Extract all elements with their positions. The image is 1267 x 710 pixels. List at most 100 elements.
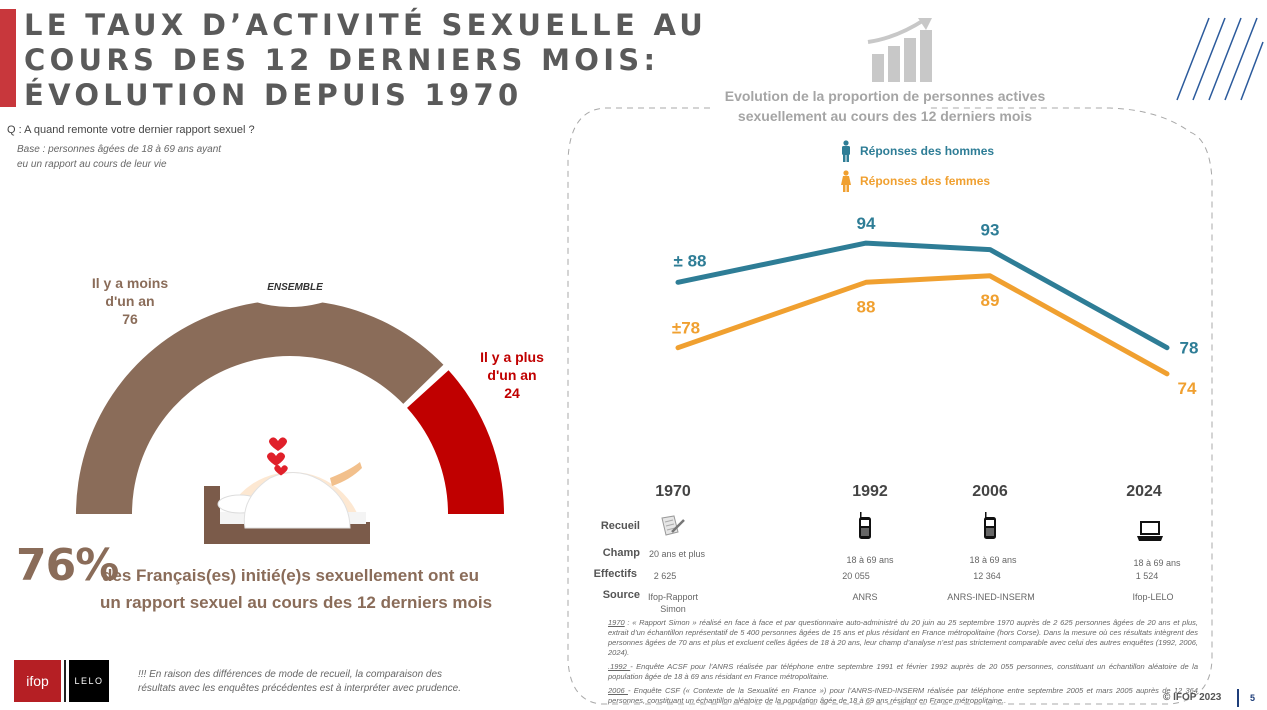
footnote-key: 2006 xyxy=(608,686,628,695)
data-label-women-1992: 88 xyxy=(857,297,876,316)
survey-base-line: Base : personnes âgées de 18 à 69 ans ay… xyxy=(17,144,222,155)
diagonal-lines-decoration xyxy=(1176,17,1264,101)
page-number-divider xyxy=(1237,689,1239,707)
source-line: ANRS-INED-INSERM xyxy=(947,592,1035,602)
row-label-recueil: Recueil xyxy=(600,520,640,532)
mobile-phone-icon xyxy=(984,512,996,539)
year-1970: 1970 xyxy=(655,483,691,500)
effectifs-1970: 2 625 xyxy=(653,571,677,581)
survey-base: Base : personnes âgées de 18 à 69 ans ay… xyxy=(17,142,221,172)
page-title-line: ÉVOLUTION DEPUIS 1970 xyxy=(24,78,523,112)
legend-women: Réponses des femmes xyxy=(840,170,990,192)
page-title: LE TAUX D’ACTIVITÉ SEXUELLE AU COURS DES… xyxy=(24,8,707,113)
title-accent-bar xyxy=(0,9,16,107)
source-line: Ifop-LELO xyxy=(1132,592,1174,602)
gauge-segment-less-than-a-year xyxy=(76,300,444,514)
source-2024: Ifop-LELO xyxy=(1098,591,1208,603)
source-1992: ANRS xyxy=(810,591,920,603)
ifop-logo: ifop xyxy=(14,660,61,702)
footnote-2006: 2006 - Enquête CSF (« Contexte de la Sex… xyxy=(608,686,1198,706)
gauge-label-more-than-a-year: Il y a plus d'un an 24 xyxy=(462,348,562,402)
warning-line: !!! En raison des différences de mode de… xyxy=(138,669,443,680)
data-label-men-1992: 94 xyxy=(857,214,876,233)
data-label-women-1970: ±78 xyxy=(672,319,700,338)
champ-2024: 18 à 69 ans xyxy=(1133,558,1181,568)
effectifs-2024: 1 524 xyxy=(1135,571,1159,581)
copyright: © IFOP 2023 xyxy=(1163,692,1222,703)
source-line: ANRS xyxy=(852,592,878,602)
logo-divider xyxy=(64,660,66,702)
heart-icon xyxy=(269,437,287,451)
footnote-text: - Enquête ACSF pour l’ANRS réalisée par … xyxy=(608,662,1198,681)
blanket xyxy=(243,472,351,529)
footnote-key: 1970 xyxy=(608,618,625,627)
page-number: 5 xyxy=(1250,693,1256,703)
headline-percentage: 76% xyxy=(16,540,119,591)
line-chart: ± 88 94 93 78 ±78 88 89 74 xyxy=(672,214,1199,398)
legend-men: Réponses des hommes xyxy=(840,140,994,162)
survey-question: Q : A quand remonte votre dernier rappor… xyxy=(7,124,255,136)
page-title-line: LE TAUX D’ACTIVITÉ SEXUELLE AU xyxy=(24,8,708,42)
lelo-logo: LELO xyxy=(69,660,109,702)
heart-icon xyxy=(267,452,285,466)
headline-line: un rapport sexuel au cours des 12 dernie… xyxy=(100,593,493,612)
half-donut-chart xyxy=(76,280,504,514)
chart-panel-border xyxy=(567,107,1213,705)
line-chart-title: Evolution de la proportion de personnes … xyxy=(700,86,1070,126)
chart-title-line: sexuellement au cours des 12 derniers mo… xyxy=(737,108,1033,124)
methodology-footnotes: 1970 : « Rapport Simon » réalisé en face… xyxy=(608,618,1198,710)
gauge-segment-more-than-a-year xyxy=(407,370,504,514)
survey-base-line: eu un rapport au cours de leur vie xyxy=(17,159,167,170)
gauge-value-more: 24 xyxy=(504,385,520,401)
data-label-men-1970: ± 88 xyxy=(674,251,707,270)
woman-icon xyxy=(841,170,851,192)
chart-title-line: Evolution de la proportion de personnes … xyxy=(724,88,1046,104)
row-label-source: Source xyxy=(602,589,640,601)
gauge-label-line: d'un an xyxy=(105,293,155,309)
gauge-label-less-than-a-year: Il y a moins d'un an 76 xyxy=(70,274,190,328)
footnote-text: - Enquête CSF (« Contexte de la Sexualit… xyxy=(608,686,1198,705)
source-1970: Ifop-Rapport Simon xyxy=(618,591,728,615)
man-icon xyxy=(842,140,850,162)
data-label-men-2006: 93 xyxy=(981,221,1000,240)
page-title-line: COURS DES 12 DERNIERS MOIS: xyxy=(24,43,660,77)
footnote-1970: 1970 : « Rapport Simon » réalisé en face… xyxy=(608,618,1198,658)
source-2006: ANRS-INED-INSERM xyxy=(936,591,1046,603)
data-label-women-2006: 89 xyxy=(981,291,1000,310)
growth-chart-icon xyxy=(867,18,932,82)
gauge-label-line: d'un an xyxy=(487,367,537,383)
year-1992: 1992 xyxy=(852,483,888,500)
couple-in-bed-illustration xyxy=(204,437,370,544)
leg xyxy=(330,462,362,486)
data-label-men-2024: 78 xyxy=(1180,339,1199,358)
headline-text: des Français(es) initié(e)s sexuellement… xyxy=(100,562,493,616)
line-series-women xyxy=(675,273,1170,377)
warning-line: résultats avec les enquêtes précédentes … xyxy=(138,683,461,694)
row-label-champ: Champ xyxy=(602,547,640,559)
champ-1970: 20 ans et plus xyxy=(648,549,706,559)
legend-women-label: Réponses des femmes xyxy=(860,174,991,188)
effectifs-2006: 12 364 xyxy=(973,571,1001,581)
footnote-1992: .1992 - Enquête ACSF pour l’ANRS réalisé… xyxy=(608,662,1198,682)
source-line: Ifop-Rapport xyxy=(647,592,699,602)
year-2024: 2024 xyxy=(1126,483,1162,500)
data-label-women-2024: 74 xyxy=(1178,379,1197,398)
footnote-text: : « Rapport Simon » réalisé en face à fa… xyxy=(608,618,1198,657)
paper-questionnaire-icon xyxy=(661,515,685,536)
year-2006: 2006 xyxy=(972,483,1008,500)
gauge-label-notch xyxy=(244,280,336,307)
footnote-key: .1992 xyxy=(608,662,631,671)
gauge-label-line: Il y a plus xyxy=(480,349,544,365)
gauge-label-line: Il y a moins xyxy=(91,275,169,291)
effectifs-1992: 20 055 xyxy=(842,571,870,581)
champ-2006: 18 à 69 ans xyxy=(969,555,1017,565)
gauge-value-less: 76 xyxy=(122,311,138,327)
laptop-icon xyxy=(1137,521,1163,541)
source-line: Simon xyxy=(660,604,686,614)
legend-men-label: Réponses des hommes xyxy=(860,144,995,158)
comparison-warning: !!! En raison des différences de mode de… xyxy=(138,668,461,696)
headline-line: des Français(es) initié(e)s sexuellement… xyxy=(102,566,479,585)
row-label-effectifs: Effectifs xyxy=(593,568,637,580)
champ-1992: 18 à 69 ans xyxy=(846,555,894,565)
line-series-men xyxy=(675,240,1170,351)
